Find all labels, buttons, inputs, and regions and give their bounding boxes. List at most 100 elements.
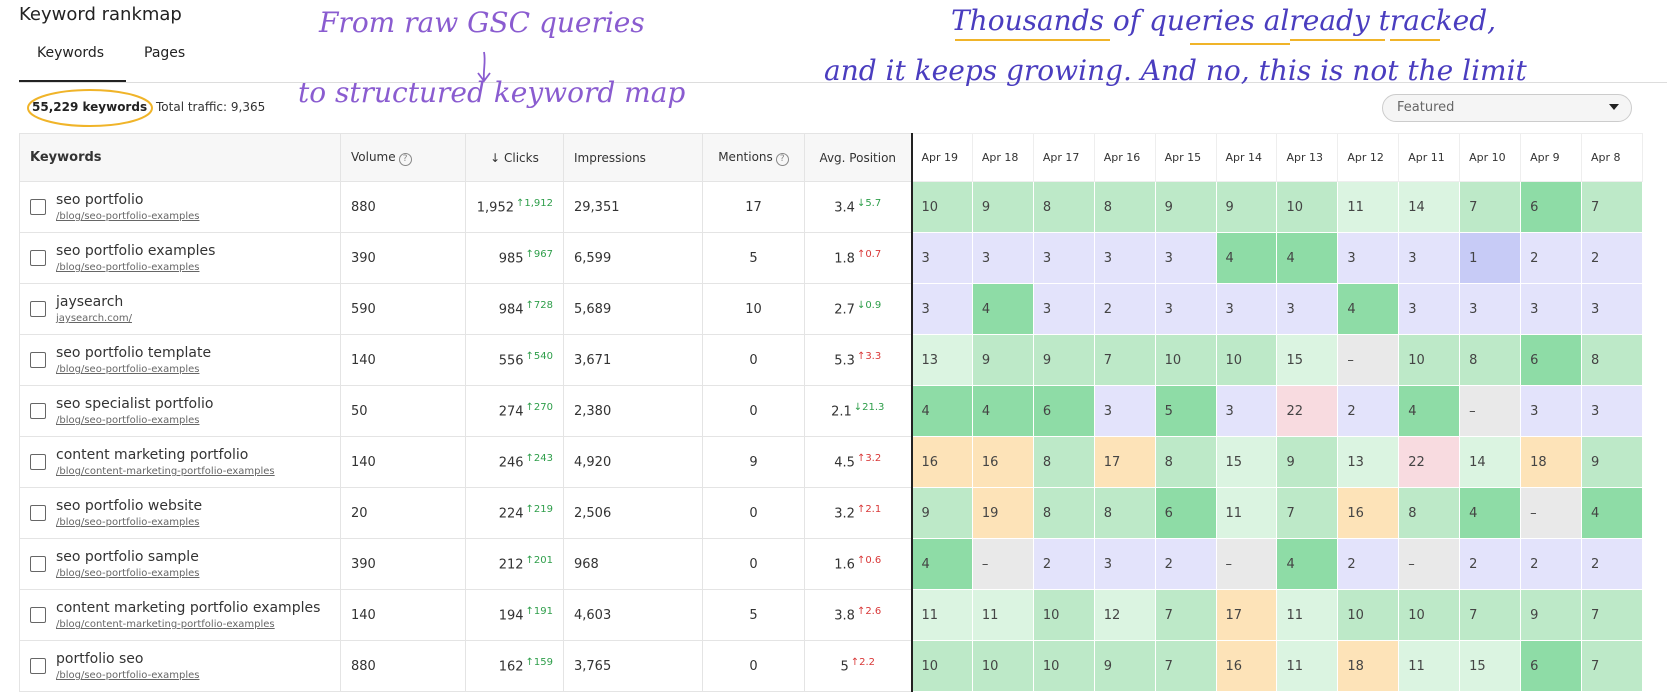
column-header[interactable]: Keywords	[19, 133, 341, 182]
row-checkbox[interactable]	[30, 556, 46, 572]
date-header[interactable]: Apr 18	[971, 133, 1034, 182]
row-checkbox[interactable]	[30, 199, 46, 215]
rank-cell: 6	[1520, 640, 1582, 692]
rank-cell: 15	[1459, 640, 1522, 692]
sort-label: Featured	[1397, 100, 1455, 115]
rank-cell: 3	[1032, 232, 1095, 284]
row-checkbox[interactable]	[30, 301, 46, 317]
keyword[interactable]: content marketing portfolio examples	[56, 600, 321, 616]
row-checkbox[interactable]	[30, 658, 46, 674]
tab-border	[19, 82, 1667, 83]
date-header[interactable]: Apr 13	[1276, 133, 1339, 182]
annotation-underline	[955, 39, 1440, 45]
date-header[interactable]: Apr 16	[1093, 133, 1156, 182]
rank-cell: 7	[1580, 640, 1644, 692]
rank-cell: 3	[1093, 232, 1156, 284]
position-change: ↑0.6	[856, 555, 882, 567]
rank-cell: 1	[1459, 232, 1522, 284]
help-icon: ?	[398, 152, 412, 166]
rank-cell: 11	[1276, 589, 1339, 641]
keyword-wrap: jaysearch jaysearch.com/	[30, 294, 330, 324]
row-checkbox[interactable]	[30, 352, 46, 368]
row-checkbox[interactable]	[30, 250, 46, 266]
keyword-url[interactable]: /blog/content-marketing-portfolio-exampl…	[56, 466, 275, 477]
position-cell: 2.7 ↓0.9	[804, 283, 912, 335]
rank-cell: 10	[1154, 334, 1217, 386]
date-header[interactable]: Apr 10	[1459, 133, 1522, 182]
clicks: 212	[498, 557, 524, 573]
rank-cell: 3	[1215, 283, 1278, 335]
row-checkbox[interactable]	[30, 505, 46, 521]
sort-dropdown[interactable]: Featured	[1382, 94, 1632, 122]
column-header[interactable]: Impressions	[563, 133, 703, 182]
date-header[interactable]: Apr 15	[1154, 133, 1217, 182]
keyword-url[interactable]: /blog/seo-portfolio-examples	[56, 364, 200, 375]
rank-cell: 3	[910, 232, 973, 284]
rank-cell: 11	[1215, 487, 1278, 539]
tab[interactable]: Keywords	[37, 45, 105, 61]
rank-cell: 10	[971, 640, 1034, 692]
keyword[interactable]: jaysearch	[56, 294, 124, 310]
column-header[interactable]: ↓ Clicks	[465, 133, 564, 182]
keyword[interactable]: seo portfolio template	[56, 345, 212, 361]
rank-cell: 3	[1032, 283, 1095, 335]
column-header[interactable]: Mentions?	[702, 133, 805, 182]
page-title: Keyword rankmap	[19, 4, 182, 25]
rank-cell: 10	[1032, 589, 1095, 641]
header-row: Keywords Volume? ↓ Clicks Impressions Mentio…	[19, 133, 1644, 182]
rank-cell: 7	[1459, 181, 1522, 233]
keyword-url[interactable]: /blog/seo-portfolio-examples	[56, 670, 200, 681]
column-header[interactable]: Avg. Position	[804, 133, 912, 182]
rank-cell: 9	[1215, 181, 1278, 233]
clicks-change: ↑191	[525, 606, 553, 618]
rank-cell: 9	[1580, 436, 1644, 488]
position: 2.1	[831, 404, 852, 420]
rank-cell: 14	[1398, 181, 1461, 233]
rank-cell: 4	[1398, 385, 1461, 437]
keyword[interactable]: seo portfolio sample	[56, 549, 199, 565]
keyword[interactable]: seo specialist portfolio	[56, 396, 214, 412]
row-checkbox[interactable]	[30, 607, 46, 623]
rank-cell: 16	[1215, 640, 1278, 692]
keyword-url[interactable]: /blog/seo-portfolio-examples	[56, 517, 200, 528]
keyword[interactable]: seo portfolio examples	[56, 243, 216, 259]
keyword-url[interactable]: /blog/seo-portfolio-examples	[56, 262, 200, 273]
rank-cell: 10	[1337, 589, 1400, 641]
rank-cell: 3	[1520, 385, 1582, 437]
mentions: 0	[702, 487, 805, 539]
keyword-wrap: seo portfolio/blog/seo-portfolio-example…	[30, 192, 330, 222]
date-header[interactable]: Apr 11	[1398, 133, 1461, 182]
rank-cell: 9	[1276, 436, 1339, 488]
keyword[interactable]: seo portfolio website	[56, 498, 203, 514]
keyword[interactable]: content marketing portfolio	[56, 447, 249, 463]
rank-cell: 18	[1520, 436, 1582, 488]
clicks: 985	[498, 251, 524, 267]
keyword-url[interactable]: jaysearch.com/	[56, 313, 132, 324]
keyword-url[interactable]: /blog/seo-portfolio-examples	[56, 415, 200, 426]
row-checkbox[interactable]	[30, 403, 46, 419]
row-checkbox[interactable]	[30, 454, 46, 470]
date-header[interactable]: Apr 12	[1337, 133, 1400, 182]
keyword-cell: seo specialist portfolio/blog/seo-portfo…	[19, 385, 341, 437]
keyword[interactable]: seo portfolio	[56, 192, 144, 208]
keyword-url[interactable]: /blog/seo-portfolio-examples	[56, 568, 200, 579]
date-header[interactable]: Apr 14	[1215, 133, 1278, 182]
keyword-wrap: seo portfolio examples/blog/seo-portfoli…	[30, 243, 330, 273]
keyword-url[interactable]: /blog/content-marketing-portfolio-exampl…	[56, 619, 275, 630]
date-header[interactable]: Apr 19	[910, 133, 973, 182]
position-cell: 5.3 ↑3.3	[804, 334, 912, 386]
clicks: 984	[498, 302, 524, 318]
clicks-change: ↑967	[525, 249, 553, 261]
keyword-text: jaysearch jaysearch.com/	[56, 294, 132, 324]
clicks-cell: 212 ↑201	[465, 538, 564, 590]
date-header[interactable]: Apr 9	[1520, 133, 1582, 182]
keyword[interactable]: portfolio seo	[56, 651, 144, 667]
rank-cell: 3	[1580, 385, 1644, 437]
date-header[interactable]: Apr 8	[1580, 133, 1644, 182]
keyword-url[interactable]: /blog/seo-portfolio-examples	[56, 211, 200, 222]
rank-cell: 4	[1215, 232, 1278, 284]
date-header[interactable]: Apr 17	[1032, 133, 1095, 182]
column-header[interactable]: Volume?	[340, 133, 466, 182]
clicks-change: ↑270	[525, 402, 553, 414]
tab[interactable]: Pages	[144, 45, 186, 61]
